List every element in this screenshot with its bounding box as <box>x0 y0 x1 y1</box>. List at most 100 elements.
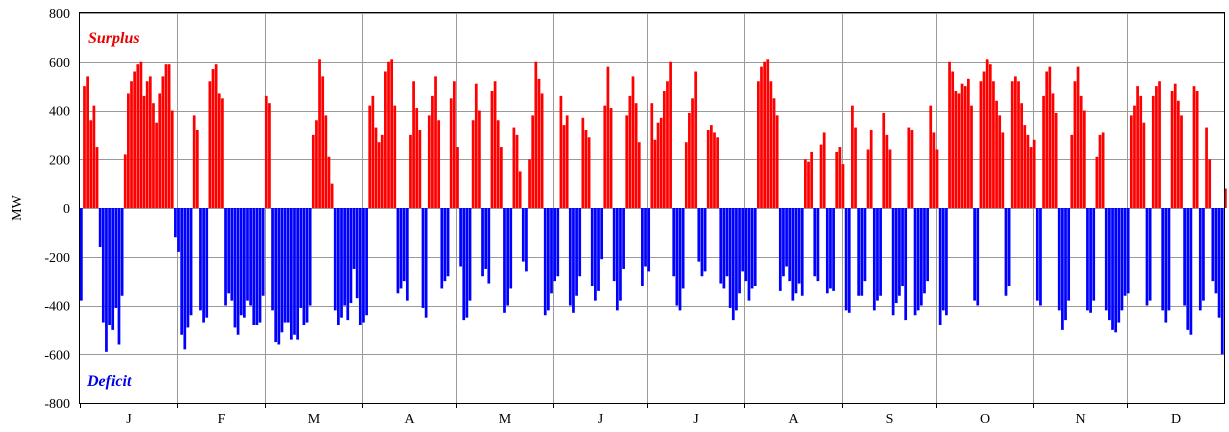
surplus-bar <box>330 183 334 209</box>
month-label: M <box>499 412 512 427</box>
deficit-bar <box>462 208 466 321</box>
surplus-bar <box>434 76 437 209</box>
month-label: S <box>886 412 894 427</box>
deficit-bar <box>202 208 205 323</box>
deficit-bar <box>525 208 528 272</box>
surplus-bar <box>1101 132 1105 208</box>
deficit-bar <box>1089 208 1092 313</box>
surplus-bar <box>1139 95 1143 209</box>
deficit-bar <box>509 208 513 289</box>
deficit-bar <box>101 208 105 323</box>
deficit-bar <box>1104 208 1108 311</box>
deficit-bar <box>894 208 898 304</box>
surplus-bar <box>706 130 710 208</box>
deficit-bar <box>365 208 368 316</box>
surplus-bar <box>691 98 694 208</box>
surplus-bar <box>625 115 629 209</box>
deficit-bar <box>681 208 685 289</box>
surplus-bar <box>954 91 958 208</box>
deficit-bar <box>879 208 882 296</box>
deficit-bar <box>825 208 829 294</box>
deficit-bar <box>872 208 876 311</box>
surplus-bar <box>948 61 951 208</box>
deficit-bar <box>863 208 867 282</box>
deficit-bar <box>891 208 895 316</box>
deficit-bar <box>296 208 299 340</box>
deficit-bar <box>186 208 190 328</box>
surplus-bar <box>1142 122 1146 208</box>
deficit-bar <box>1167 208 1171 311</box>
y-tick-label: -800 <box>44 397 70 412</box>
surplus-bar <box>628 95 632 209</box>
deficit-bar <box>236 208 240 335</box>
deficit-bar <box>703 208 707 272</box>
surplus-bar <box>431 95 434 209</box>
surplus-bar <box>390 59 394 209</box>
deficit-bar <box>249 208 252 306</box>
surplus-bar <box>1070 134 1074 209</box>
deficit-bar <box>1183 208 1186 306</box>
surplus-bar <box>810 151 814 208</box>
deficit-bar <box>923 208 926 294</box>
deficit-bar <box>1211 208 1215 282</box>
deficit-bar <box>1220 208 1224 355</box>
surplus-bar <box>531 115 535 209</box>
surplus-bar <box>384 71 387 208</box>
surplus-bar <box>581 117 585 208</box>
deficit-bar <box>421 208 425 308</box>
deficit-bar <box>1186 208 1190 330</box>
surplus-bar <box>1023 125 1027 208</box>
deficit-bar <box>1120 208 1124 311</box>
deficit-bar <box>233 208 237 328</box>
deficit-bar <box>973 208 976 301</box>
deficit-bar <box>440 208 444 289</box>
month-label: J <box>693 412 699 427</box>
deficit-bar <box>641 208 644 286</box>
surplus-bar <box>437 120 441 208</box>
deficit-bar <box>1214 208 1218 294</box>
deficit-bar <box>800 208 804 296</box>
deficit-bar <box>553 208 556 282</box>
deficit-bar <box>362 208 365 323</box>
surplus-bar <box>161 76 165 209</box>
surplus-bar <box>518 171 522 208</box>
surplus-bar <box>982 71 986 208</box>
surplus-bar <box>167 64 171 208</box>
deficit-bar <box>1064 208 1067 321</box>
surplus-bar <box>562 125 566 208</box>
surplus-bar <box>318 59 321 209</box>
surplus-bar <box>1010 81 1014 208</box>
surplus-bar <box>807 161 810 208</box>
deficit-bar <box>349 208 353 304</box>
month-label: O <box>980 412 990 427</box>
surplus-bar <box>659 117 663 208</box>
surplus-bar <box>192 115 196 209</box>
surplus-bar <box>377 142 381 208</box>
deficit-bar <box>1198 208 1202 311</box>
surplus-bar <box>866 149 870 208</box>
surplus-bar <box>634 103 638 208</box>
surplus-bar <box>493 81 497 208</box>
surplus-bar <box>985 59 989 209</box>
surplus-bar <box>89 120 93 208</box>
surplus-bar <box>992 81 995 208</box>
surplus-bar <box>418 130 422 208</box>
deficit-bar <box>230 208 234 301</box>
deficit-bar <box>396 208 400 294</box>
surplus-bar <box>910 130 914 208</box>
surplus-bar <box>888 149 892 208</box>
deficit-bar <box>506 208 509 306</box>
surplus-bar <box>885 134 889 209</box>
surplus-bar <box>1170 91 1174 208</box>
month-label: J <box>598 412 604 427</box>
deficit-bar <box>1164 208 1168 323</box>
surplus-bar <box>1136 86 1139 209</box>
surplus-bar <box>127 93 130 208</box>
surplus-bar <box>387 61 390 208</box>
surplus-bar <box>1073 81 1077 208</box>
deficit-bar <box>405 208 409 301</box>
deficit-bar <box>578 208 582 277</box>
deficit-bar <box>791 208 795 301</box>
surplus-bar <box>211 69 215 208</box>
